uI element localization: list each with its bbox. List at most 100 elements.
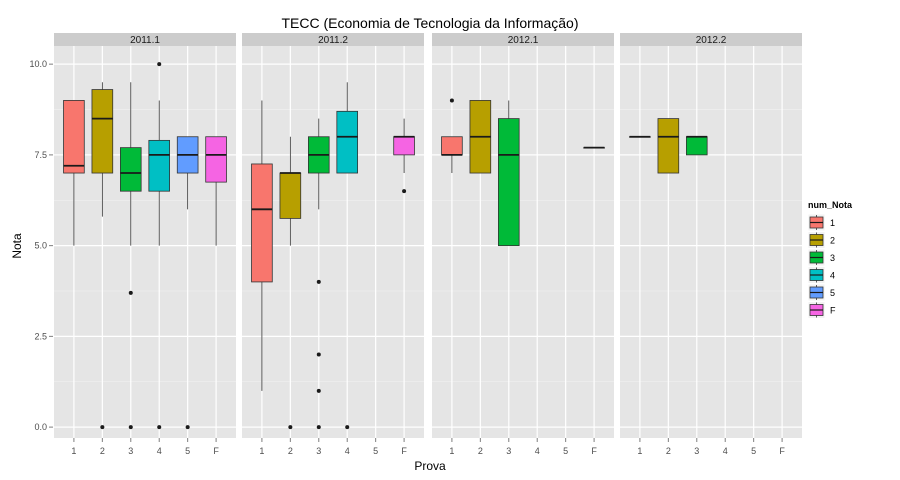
y-tick-label: 10.0	[29, 59, 47, 69]
box-F	[205, 136, 227, 246]
legend-label: 3	[830, 253, 835, 263]
box-body	[148, 139, 170, 192]
y-tick-label: 7.5	[34, 150, 47, 160]
box-body	[336, 110, 358, 174]
x-tick-label: 5	[373, 446, 378, 456]
outlier-point	[345, 425, 350, 430]
box-5	[176, 136, 199, 430]
x-tick-label: F	[401, 446, 407, 456]
facet-panel: 2012.2 1 2 3 4 5 F	[620, 33, 802, 456]
box-body	[91, 89, 114, 174]
x-tick-label: 4	[345, 446, 350, 456]
facet-strip	[620, 33, 802, 46]
outlier-point	[316, 425, 321, 430]
box-body	[251, 163, 273, 283]
box-F	[393, 118, 415, 194]
x-tick-label: 3	[316, 446, 321, 456]
x-tick-label: F	[591, 446, 597, 456]
box-2	[469, 100, 492, 174]
x-axis-title: Prova	[414, 459, 446, 473]
facet-panel: 2012.1 1 2 3 4 5 F	[432, 33, 614, 456]
box-body	[279, 172, 302, 219]
legend-item: 2	[807, 231, 835, 249]
legend-item: 4	[807, 266, 835, 284]
x-tick-label: 5	[185, 446, 190, 456]
panel-background	[432, 46, 614, 438]
facet-strip-label: 2012.1	[508, 35, 539, 46]
legend-title: num_Nota	[808, 200, 853, 210]
box-3	[120, 82, 142, 430]
y-tick-label: 5.0	[34, 241, 47, 251]
facet-strip	[432, 33, 614, 46]
legend-label: 4	[830, 271, 835, 281]
outlier-point	[316, 279, 321, 284]
box-2	[279, 136, 302, 430]
chart-title: TECC (Economia de Tecnologia da Informaç…	[281, 15, 578, 31]
x-tick-label: 3	[128, 446, 133, 456]
x-tick-label: 2	[100, 446, 105, 456]
x-tick-label: 2	[666, 446, 671, 456]
facet-strip	[54, 33, 236, 46]
box-body	[205, 136, 227, 183]
x-tick-label: 5	[751, 446, 756, 456]
box-4	[336, 82, 358, 430]
x-tick-label: 2	[288, 446, 293, 456]
x-tick-label: 2	[478, 446, 483, 456]
outlier-point	[316, 352, 321, 357]
x-tick-label: 1	[259, 446, 264, 456]
box-body	[657, 118, 680, 174]
outlier-point	[449, 98, 454, 103]
legend-label: 1	[830, 218, 835, 228]
outlier-point	[157, 62, 162, 67]
x-tick-label: 3	[694, 446, 699, 456]
box-2	[91, 82, 114, 430]
box-1	[629, 135, 651, 138]
box-F	[583, 146, 605, 149]
x-tick-label: 4	[723, 446, 728, 456]
facet-panel: 2011.2 1 2 3 4 5 F	[242, 33, 424, 456]
legend-label: F	[830, 306, 836, 316]
x-tick-label: 1	[449, 446, 454, 456]
outlier-point	[157, 425, 162, 430]
legend-item: 3	[807, 248, 835, 267]
outlier-point	[128, 290, 133, 295]
facet-panel: 2011.1 1 2 3 4 5 F	[54, 33, 236, 456]
box-1	[251, 100, 273, 391]
legend-item: 5	[807, 283, 835, 302]
facet-strip-label: 2011.2	[318, 35, 348, 46]
panel-background	[620, 46, 802, 438]
x-tick-label: 4	[535, 446, 540, 456]
y-tick-label: 2.5	[34, 331, 47, 341]
box-body	[686, 136, 708, 156]
x-tick-label: F	[779, 446, 785, 456]
box-3	[308, 118, 330, 430]
box-body	[441, 136, 463, 156]
box-3	[498, 100, 520, 247]
legend-label: 5	[830, 288, 835, 298]
legend-item: F	[807, 301, 836, 319]
x-tick-label: 4	[157, 446, 162, 456]
outlier-point	[316, 388, 321, 393]
box-1	[441, 98, 463, 174]
y-axis-title: Nota	[10, 233, 24, 259]
outlier-point	[100, 425, 105, 430]
outlier-point	[288, 425, 293, 430]
legend-item: 1	[807, 213, 835, 232]
x-tick-label: 3	[506, 446, 511, 456]
box-2	[657, 118, 680, 174]
box-1	[63, 100, 85, 246]
outlier-point	[185, 425, 190, 430]
legend: num_Nota 1 2 3 4 5 F	[807, 200, 853, 319]
box-4	[148, 62, 170, 430]
facet-strip-label: 2011.1	[130, 35, 160, 46]
y-tick-label: 0.0	[34, 422, 47, 432]
box-body	[120, 147, 142, 192]
outlier-point	[402, 189, 407, 194]
legend-label: 2	[830, 236, 835, 246]
facet-strip	[242, 33, 424, 46]
box-body	[63, 100, 85, 174]
x-tick-label: F	[213, 446, 219, 456]
facet-strip-label: 2012.2	[696, 35, 727, 46]
